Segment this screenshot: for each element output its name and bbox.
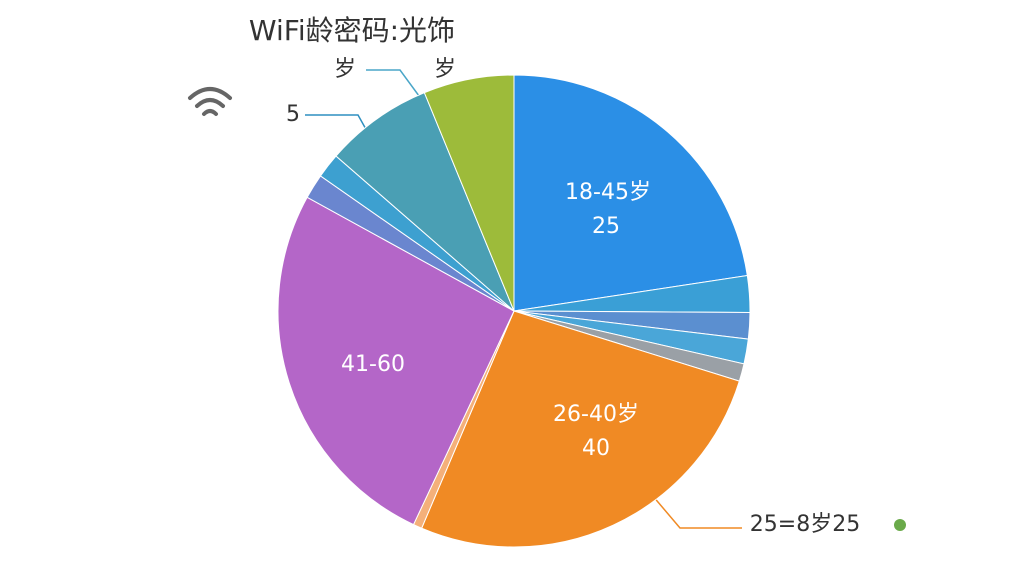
chart-title: WiFi龄密码:光饰: [249, 14, 455, 47]
annotation: 40: [582, 436, 610, 461]
annotation: 25: [592, 214, 620, 239]
slice-label: 26-40岁: [553, 402, 639, 427]
pie-slice: [420, 310, 740, 548]
slice-label: 18-45岁: [565, 180, 651, 205]
pie-slice: [513, 74, 748, 312]
pie: [277, 74, 751, 548]
wifi-icon: [188, 87, 232, 116]
legend-dot: [894, 519, 906, 531]
slice-label: 41-60: [341, 352, 405, 377]
pie-slice: [335, 92, 515, 312]
annotation: 岁: [334, 57, 356, 82]
annotation: 岁: [434, 57, 456, 82]
annotation: 25=8岁25: [750, 512, 860, 537]
annotation: 5: [286, 102, 300, 127]
pie-slice: [423, 74, 515, 312]
